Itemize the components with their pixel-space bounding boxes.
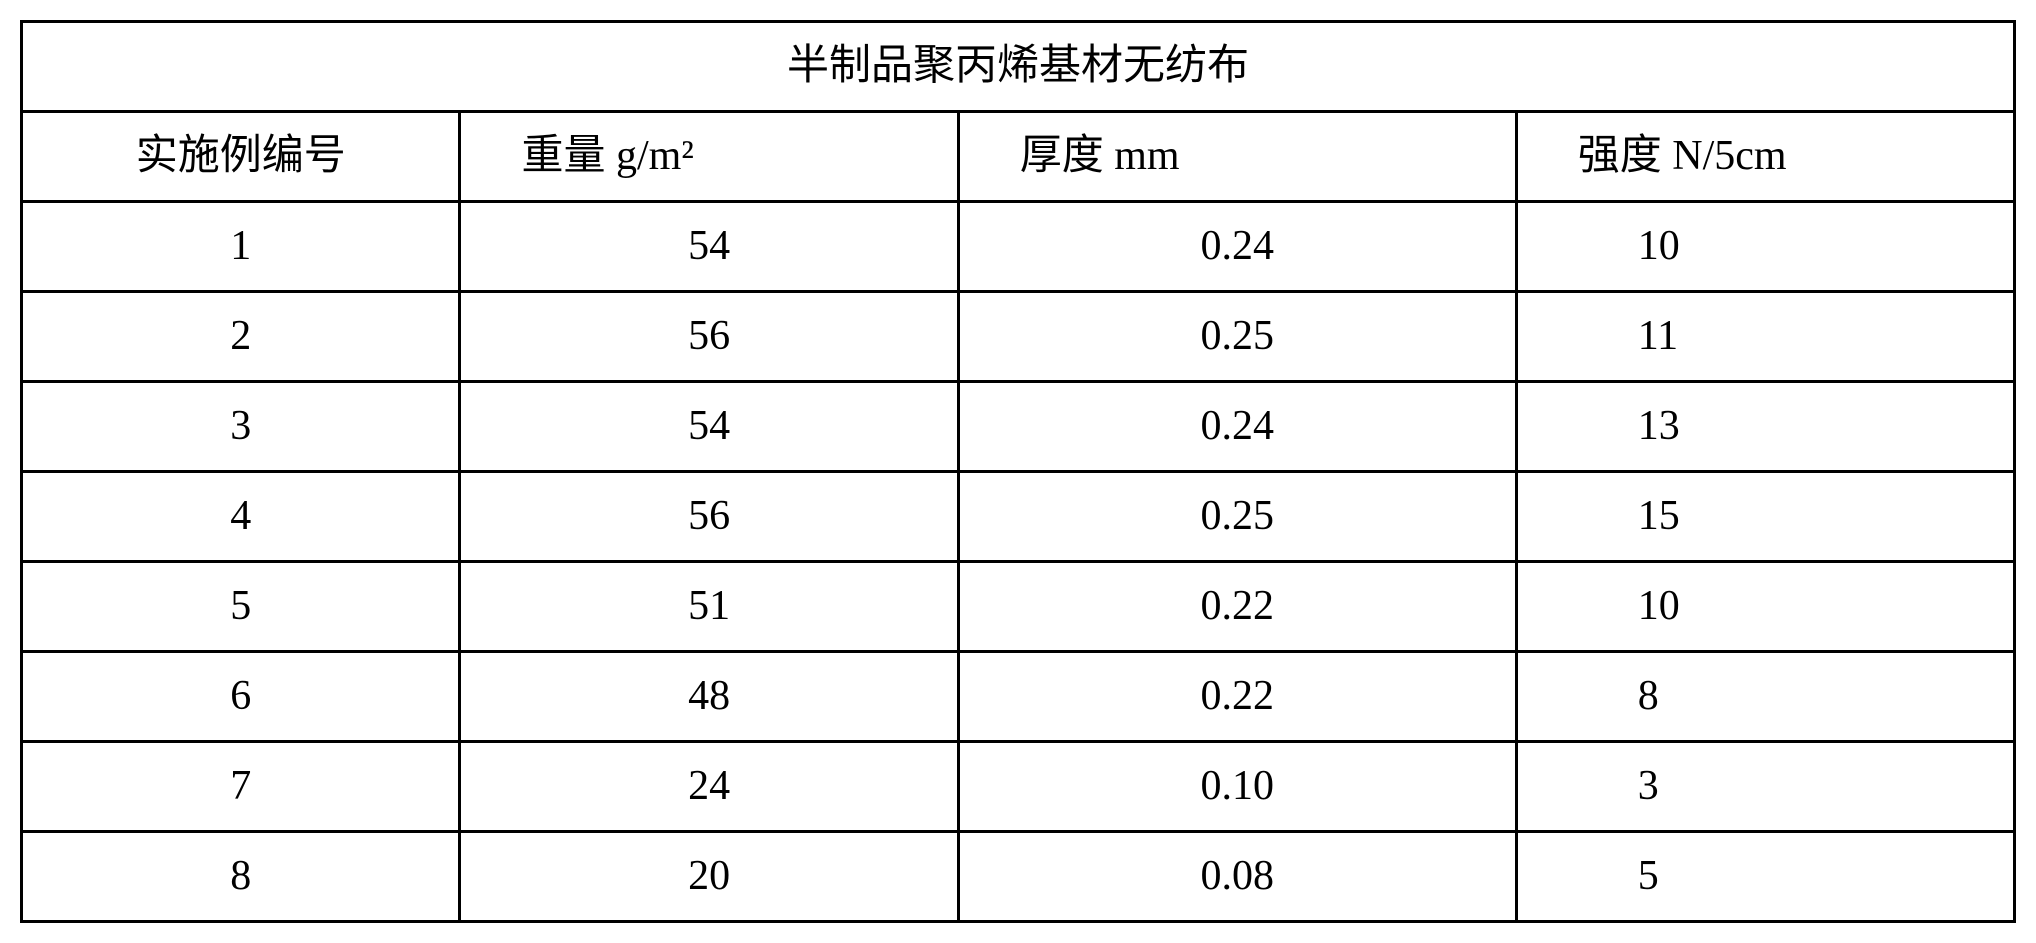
cell-weight: 54 xyxy=(460,202,958,292)
table-title: 半制品聚丙烯基材无纺布 xyxy=(22,22,2015,112)
col-header-strength: 强度 N/5cm xyxy=(1516,112,2014,202)
table-row: 5 51 0.22 10 xyxy=(22,562,2015,652)
cell-strength: 15 xyxy=(1516,472,2014,562)
col-header-example-no: 实施例编号 xyxy=(22,112,460,202)
cell-strength: 5 xyxy=(1516,832,2014,922)
cell-thickness: 0.10 xyxy=(958,742,1516,832)
table-body: 1 54 0.24 10 2 56 0.25 11 3 54 0.24 13 4… xyxy=(22,202,2015,922)
cell-strength: 8 xyxy=(1516,652,2014,742)
cell-example-no: 1 xyxy=(22,202,460,292)
table-row: 6 48 0.22 8 xyxy=(22,652,2015,742)
cell-example-no: 2 xyxy=(22,292,460,382)
data-table: 半制品聚丙烯基材无纺布 实施例编号 重量 g/m² 厚度 mm 强度 N/5cm… xyxy=(20,20,2016,923)
table-title-row: 半制品聚丙烯基材无纺布 xyxy=(22,22,2015,112)
cell-thickness: 0.24 xyxy=(958,382,1516,472)
cell-weight: 56 xyxy=(460,472,958,562)
cell-thickness: 0.22 xyxy=(958,562,1516,652)
cell-strength: 10 xyxy=(1516,562,2014,652)
cell-example-no: 6 xyxy=(22,652,460,742)
cell-example-no: 8 xyxy=(22,832,460,922)
cell-thickness: 0.25 xyxy=(958,472,1516,562)
table-row: 4 56 0.25 15 xyxy=(22,472,2015,562)
col-header-weight: 重量 g/m² xyxy=(460,112,958,202)
cell-strength: 3 xyxy=(1516,742,2014,832)
cell-strength: 13 xyxy=(1516,382,2014,472)
table-header-row: 实施例编号 重量 g/m² 厚度 mm 强度 N/5cm xyxy=(22,112,2015,202)
cell-example-no: 4 xyxy=(22,472,460,562)
cell-weight: 56 xyxy=(460,292,958,382)
cell-weight: 20 xyxy=(460,832,958,922)
cell-example-no: 3 xyxy=(22,382,460,472)
col-header-thickness: 厚度 mm xyxy=(958,112,1516,202)
data-table-wrapper: 半制品聚丙烯基材无纺布 实施例编号 重量 g/m² 厚度 mm 强度 N/5cm… xyxy=(20,20,2016,923)
cell-thickness: 0.25 xyxy=(958,292,1516,382)
cell-strength: 11 xyxy=(1516,292,2014,382)
cell-example-no: 5 xyxy=(22,562,460,652)
cell-thickness: 0.22 xyxy=(958,652,1516,742)
cell-weight: 24 xyxy=(460,742,958,832)
cell-example-no: 7 xyxy=(22,742,460,832)
table-row: 7 24 0.10 3 xyxy=(22,742,2015,832)
table-row: 1 54 0.24 10 xyxy=(22,202,2015,292)
cell-weight: 54 xyxy=(460,382,958,472)
table-row: 3 54 0.24 13 xyxy=(22,382,2015,472)
cell-weight: 48 xyxy=(460,652,958,742)
cell-thickness: 0.24 xyxy=(958,202,1516,292)
cell-strength: 10 xyxy=(1516,202,2014,292)
cell-thickness: 0.08 xyxy=(958,832,1516,922)
table-row: 2 56 0.25 11 xyxy=(22,292,2015,382)
table-row: 8 20 0.08 5 xyxy=(22,832,2015,922)
cell-weight: 51 xyxy=(460,562,958,652)
